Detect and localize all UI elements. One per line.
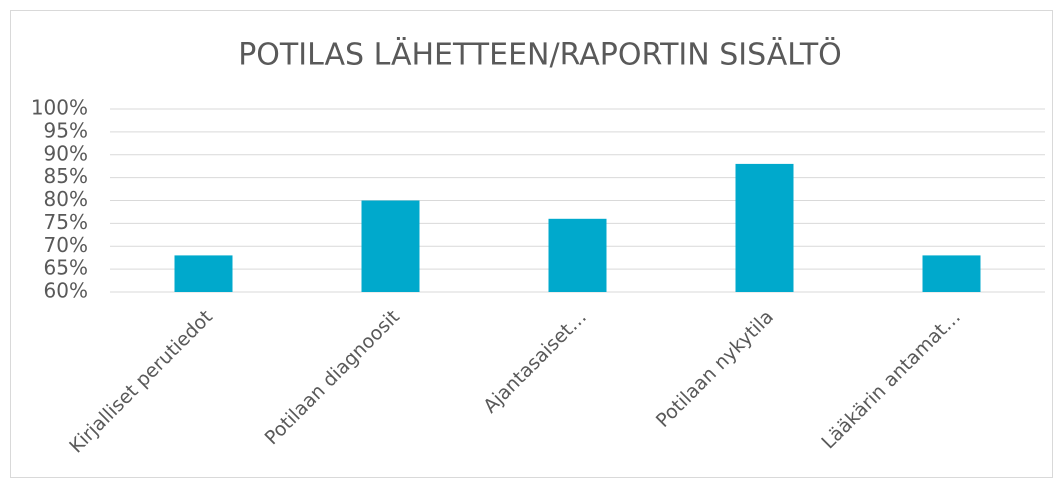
chart-frame bbox=[10, 10, 1053, 478]
y-tick-label: 70% bbox=[44, 233, 88, 257]
y-tick-label: 60% bbox=[44, 279, 88, 303]
chart-title: POTILAS LÄHETTEEN/RAPORTIN SISÄLTÖ bbox=[238, 37, 842, 73]
bar bbox=[361, 200, 420, 292]
y-tick-label: 65% bbox=[44, 256, 88, 280]
y-tick-label: 80% bbox=[44, 187, 88, 211]
y-tick-label: 85% bbox=[44, 164, 88, 188]
y-tick-label: 75% bbox=[44, 210, 88, 234]
y-tick-label: 100% bbox=[31, 96, 88, 120]
bar bbox=[174, 255, 233, 292]
y-tick-label: 90% bbox=[44, 141, 88, 165]
bar bbox=[735, 163, 794, 292]
bar bbox=[922, 255, 981, 292]
bar bbox=[548, 218, 607, 292]
y-tick-label: 95% bbox=[44, 118, 88, 142]
